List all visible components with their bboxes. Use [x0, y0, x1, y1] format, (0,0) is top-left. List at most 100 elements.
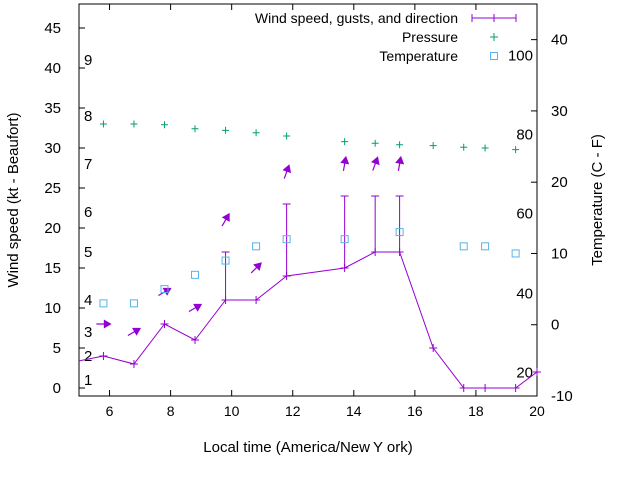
x-tick-label: 16 [407, 403, 423, 419]
wind-speed-point [221, 296, 230, 304]
y2-tick-label: 0 [551, 317, 559, 334]
wind-direction-arrow [158, 287, 172, 297]
temperature-point [252, 242, 261, 251]
x-tick-label: 6 [106, 403, 114, 419]
y2-axis-ticks: -10 0 10 20 30 40 [531, 32, 573, 405]
x-tick-label: 20 [529, 403, 545, 419]
inner-scale-labels: 1 2 3 4 5 6 7 8 9 20 40 60 80 100 [84, 47, 533, 389]
temperature-point [99, 299, 108, 308]
wind-direction-arrow [221, 212, 230, 227]
fahrenheit-label: 40 [516, 285, 533, 302]
y-tick-label: 40 [44, 60, 61, 77]
x-tick-label: 18 [468, 403, 484, 419]
beaufort-label: 2 [84, 348, 92, 365]
pressure-point [252, 129, 260, 137]
y2-tick-label: 10 [551, 245, 568, 262]
legend: Wind speed, gusts, and direction Pressur… [255, 10, 517, 64]
pressure-point [429, 142, 437, 150]
legend-swatch-temperature [490, 52, 498, 60]
wind-direction-arrow [371, 156, 380, 171]
pressure-point [371, 139, 379, 147]
legend-label-pressure: Pressure [402, 29, 458, 45]
wind-speed-point [481, 384, 490, 392]
beaufort-label: 4 [84, 292, 92, 309]
wind-speed-point [371, 248, 380, 256]
legend-swatch-pressure [490, 33, 498, 41]
wind-speed-point [252, 296, 261, 304]
wind-speed-point [191, 336, 200, 344]
fahrenheit-label: 80 [516, 126, 533, 143]
x-axis-ticks: 6 8 10 12 14 16 18 20 [106, 4, 545, 419]
pressure-point [222, 126, 230, 134]
y-tick-label: 0 [53, 380, 61, 397]
y2-axis-label: Temperature (C - F) [589, 134, 606, 266]
wind-speed-point [99, 352, 108, 360]
temperature-point [340, 235, 349, 244]
y-tick-label: 5 [53, 340, 61, 357]
wind-direction-arrow [96, 319, 112, 329]
temperature-point [459, 242, 468, 251]
legend-label-wind: Wind speed, gusts, and direction [255, 10, 458, 26]
wind-speed-point [533, 368, 541, 376]
wind-direction-arrow [282, 164, 292, 179]
y-axis-label: Wind speed (kt - Beaufort) [5, 112, 22, 287]
wind-speed-point [395, 248, 404, 256]
y2-tick-label: 30 [551, 103, 568, 120]
legend-swatch-wind-point [490, 14, 498, 22]
beaufort-label: 5 [84, 244, 92, 261]
temperature-point [282, 235, 291, 244]
temperature-point [481, 242, 490, 251]
pressure-point [283, 132, 291, 140]
wind-direction-arrow [250, 262, 262, 274]
wind-direction-arrow [395, 155, 405, 171]
wind-speed-point [459, 384, 468, 392]
y-tick-label: 20 [44, 220, 61, 237]
y2-tick-label: 40 [551, 32, 568, 49]
temperature-point [511, 249, 520, 258]
y2-tick-label: -10 [551, 388, 573, 405]
legend-label-temperature: Temperature [379, 48, 458, 64]
pressure-point [481, 144, 489, 152]
x-tick-label: 14 [346, 403, 362, 419]
wind-direction-arrow [340, 155, 350, 171]
beaufort-label: 7 [84, 156, 92, 173]
wind-speed-point [160, 320, 169, 328]
wind-speed-point [511, 384, 520, 392]
wind-speed-point [340, 264, 349, 272]
wind-speed-line [79, 251, 537, 389]
x-axis-label: Local time (America/New Y ork) [203, 439, 412, 456]
wind-speed-point [282, 272, 291, 280]
fahrenheit-label: 100 [508, 47, 533, 64]
pressure-point [396, 141, 404, 149]
wind-direction-arrow [127, 327, 142, 337]
beaufort-label: 1 [84, 372, 92, 389]
pressure-point [160, 121, 168, 129]
x-tick-label: 10 [224, 403, 240, 419]
x-tick-label: 12 [285, 403, 301, 419]
y-tick-label: 10 [44, 300, 61, 317]
beaufort-label: 6 [84, 204, 92, 221]
temperature-point [160, 285, 169, 294]
pressure-point [341, 138, 349, 146]
y-tick-label: 30 [44, 140, 61, 157]
temperature-point [129, 299, 138, 308]
temperature-point [191, 270, 200, 279]
wind-speed-point [429, 344, 438, 352]
y-tick-label: 45 [44, 20, 61, 37]
beaufort-label: 9 [84, 52, 92, 69]
fahrenheit-label: 20 [516, 364, 533, 381]
series-layer [79, 120, 541, 392]
y-tick-label: 35 [44, 100, 61, 117]
y2-tick-label: 20 [551, 174, 568, 191]
y-tick-label: 15 [44, 260, 61, 277]
beaufort-label: 8 [84, 108, 92, 125]
beaufort-label: 3 [84, 324, 92, 341]
pressure-point [99, 120, 107, 128]
fahrenheit-label: 60 [516, 206, 533, 223]
pressure-point [191, 125, 199, 133]
wind-direction-arrow [188, 303, 203, 313]
x-tick-label: 8 [167, 403, 175, 419]
pressure-point [460, 143, 468, 151]
pressure-point [512, 146, 520, 154]
